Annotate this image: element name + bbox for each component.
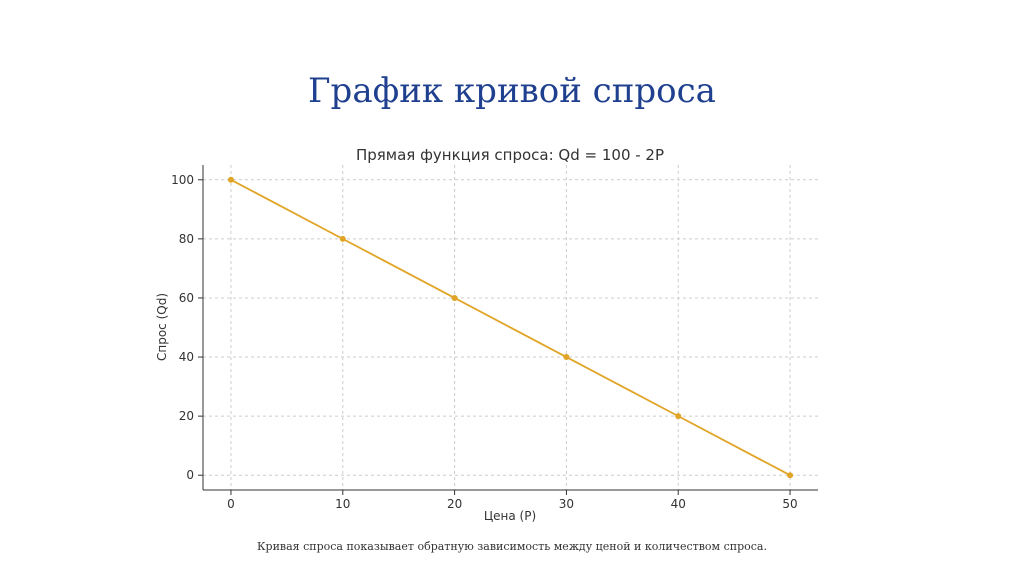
slide-title: График кривой спроса xyxy=(308,71,716,111)
axes xyxy=(202,165,818,491)
x-tick-label: 30 xyxy=(559,497,574,511)
x-tick-label: 40 xyxy=(671,497,686,511)
y-tick-label: 0 xyxy=(186,468,194,482)
grid-lines xyxy=(203,165,818,490)
y-axis-label: Спрос (Qd) xyxy=(155,293,169,361)
slide-caption: Кривая спроса показывает обратную зависи… xyxy=(257,540,767,553)
demand-line xyxy=(230,178,791,477)
data-point xyxy=(787,472,794,479)
data-point xyxy=(227,176,234,183)
data-point xyxy=(451,294,458,301)
ticks: 0 10 20 30 40 50 0 20 40 60 80 100 xyxy=(171,173,798,511)
y-tick-label: 100 xyxy=(171,173,194,187)
y-tick-label: 60 xyxy=(179,291,194,305)
x-tick-label: 10 xyxy=(335,497,350,511)
x-axis-label: Цена (P) xyxy=(484,509,536,523)
series xyxy=(227,176,794,479)
y-tick-label: 80 xyxy=(179,232,194,246)
y-tick-label: 20 xyxy=(179,409,194,423)
x-tick-label: 0 xyxy=(227,497,235,511)
x-tick-label: 50 xyxy=(782,497,797,511)
data-point xyxy=(563,354,570,361)
y-tick-label: 40 xyxy=(179,350,194,364)
x-tick-label: 20 xyxy=(447,497,462,511)
data-point xyxy=(339,235,346,242)
data-point xyxy=(675,413,682,420)
chart-title: Прямая функция спроса: Qd = 100 - 2P xyxy=(356,146,664,164)
